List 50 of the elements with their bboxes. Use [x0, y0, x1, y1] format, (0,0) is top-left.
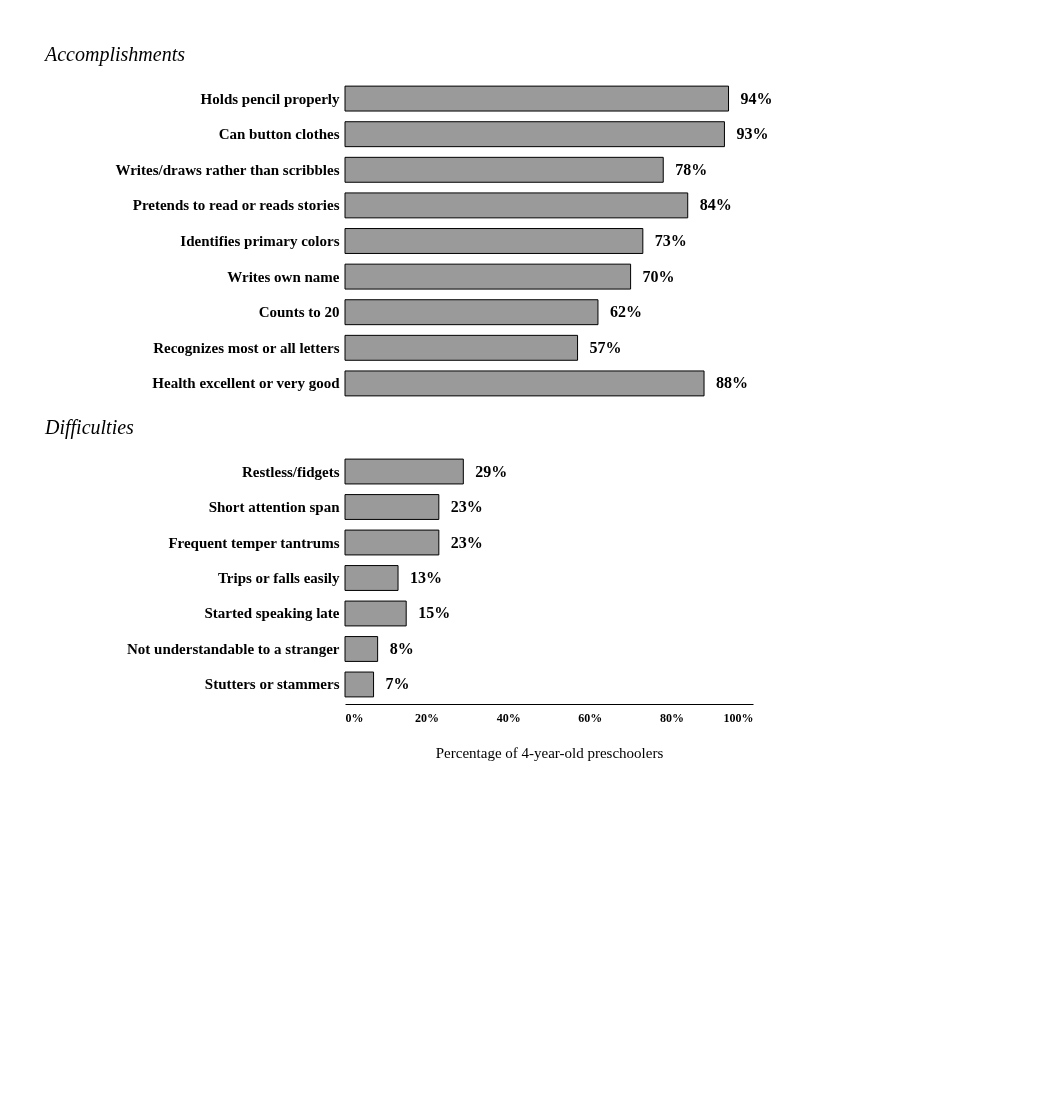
bar	[344, 370, 705, 397]
y-tick-label: Writes own name	[227, 268, 340, 285]
x-axis-title: Percentage of 4-year-old preschoolers	[435, 744, 664, 761]
data-label: 73%	[654, 232, 687, 249]
y-tick-label: Trips or falls easily	[217, 570, 340, 586]
text: Accomplishments	[43, 43, 186, 66]
data-label: 7%	[385, 675, 410, 693]
data-label: 29%	[475, 462, 508, 480]
y-tick-label: Short attention span	[208, 499, 341, 516]
y-tick-label: Recognizes most or all letters	[153, 339, 340, 356]
bar	[344, 121, 725, 148]
y-tick-label: Counts to 20	[258, 304, 340, 321]
bar	[344, 263, 632, 290]
x-tick-label: 60%	[578, 710, 603, 725]
x-tick-label: 0%	[345, 710, 364, 725]
y-tick-label: Restless/fidgets	[242, 463, 340, 480]
bar	[344, 85, 730, 112]
data-label: 93%	[736, 125, 769, 143]
data-label: 8%	[389, 639, 414, 657]
bar	[344, 156, 664, 183]
y-tick-label: Frequent temper tantrums	[168, 534, 340, 551]
x-tick-label: 40%	[496, 710, 521, 725]
x-tick-label: 80%	[659, 710, 684, 725]
data-label: 23%	[450, 498, 483, 516]
text: Difficulties	[44, 416, 135, 439]
bar	[344, 299, 599, 326]
data-label: 23%	[450, 533, 483, 551]
data-label: 78%	[675, 160, 708, 178]
data-label: 94%	[740, 89, 773, 107]
y-tick-label: Stutters or stammers	[204, 676, 340, 693]
y-tick-label: Writes/draws rather than scribbles	[115, 161, 340, 178]
y-tick-label: Pretends to read or reads stories	[132, 197, 340, 214]
y-tick-label: Not understandable to a stranger	[127, 640, 340, 657]
y-tick-label: Started speaking late	[204, 605, 340, 622]
bar	[344, 192, 689, 219]
y-tick-label: Holds pencil properly	[200, 90, 340, 107]
bar	[344, 228, 644, 254]
bar	[344, 334, 579, 361]
data-label: 88%	[716, 374, 749, 392]
data-label: 70%	[642, 267, 675, 285]
data-label: 13%	[410, 569, 443, 586]
data-label: 57%	[589, 338, 622, 356]
x-tick-label: 100%	[723, 710, 754, 725]
y-tick-label: Can button clothes	[218, 126, 340, 143]
y-tick-label: Health excellent or very good	[152, 375, 341, 392]
y-tick-label: Identifies primary colors	[180, 233, 340, 249]
x-tick-label: 20%	[415, 710, 440, 725]
data-label: 15%	[418, 604, 451, 622]
data-label: 62%	[609, 303, 642, 321]
data-label: 84%	[699, 196, 732, 214]
